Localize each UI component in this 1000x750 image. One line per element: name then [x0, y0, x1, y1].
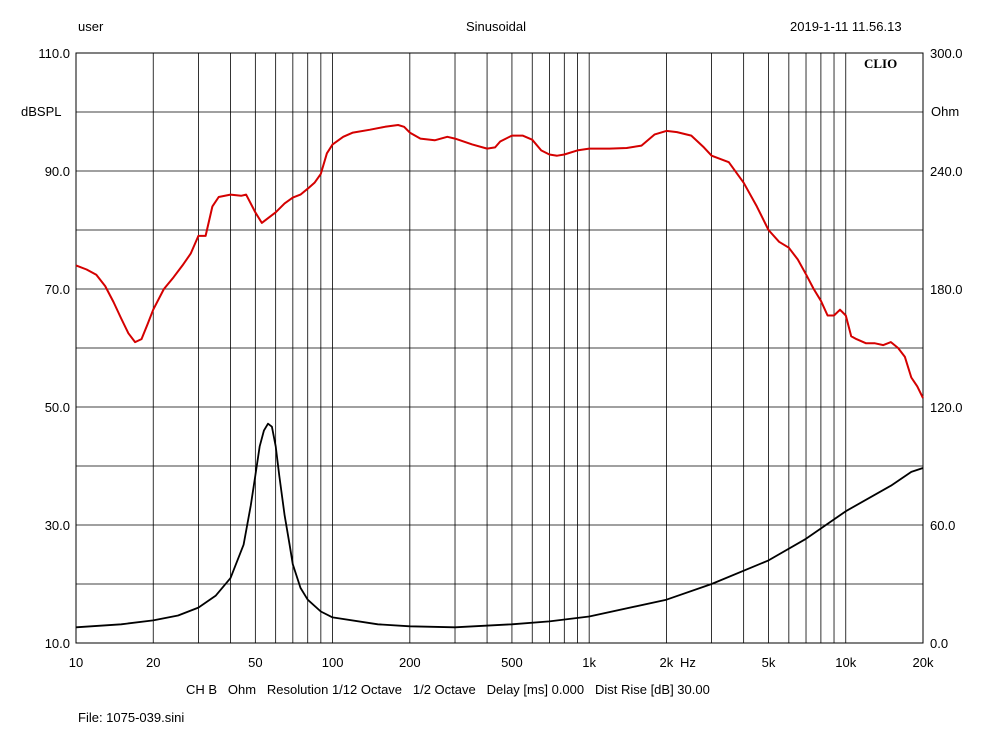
footer-file: File: 1075-039.sini [78, 710, 185, 725]
x-tick-label: 5k [762, 655, 776, 670]
y-right-tick-label: 300.0 [930, 46, 963, 61]
x-tick-label: 20k [913, 655, 934, 670]
y-left-tick-label: 90.0 [45, 164, 70, 179]
header-title: Sinusoidal [466, 19, 526, 34]
footer-settings: CH B Ohm Resolution 1/12 Octave 1/2 Octa… [186, 682, 710, 697]
x-axis-label: Hz [680, 655, 696, 670]
impedance-curve [75, 422, 924, 629]
clio-watermark: CLIO [864, 56, 898, 71]
spl-curve [75, 124, 924, 399]
y-left-tick-label: 70.0 [45, 282, 70, 297]
x-tick-label: 1k [582, 655, 596, 670]
y-left-tick-label: 30.0 [45, 518, 70, 533]
y-left-tick-label: 110.0 [38, 46, 70, 61]
y-right-tick-label: 0.0 [930, 636, 948, 651]
y-right-tick-label: 120.0 [930, 400, 963, 415]
grid-lines [75, 52, 924, 644]
x-tick-label: 200 [399, 655, 421, 670]
y-left-tick-label: 10.0 [45, 636, 70, 651]
y-left-tick-label: 50.0 [45, 400, 70, 415]
x-tick-label: 50 [248, 655, 262, 670]
header-user: user [78, 19, 104, 34]
plot-frame [75, 52, 924, 644]
data-series [75, 124, 924, 629]
y-right-tick-labels: 300.0 240.0 180.0 120.0 60.0 0.0 [930, 46, 963, 651]
x-tick-label: 10 [69, 655, 83, 670]
x-tick-label: 20 [146, 655, 160, 670]
y-right-tick-label: 60.0 [930, 518, 955, 533]
x-tick-label: 100 [322, 655, 344, 670]
y-left-axis-label: dBSPL [21, 104, 62, 119]
x-tick-label: 2k [660, 655, 674, 670]
x-tick-label: 10k [835, 655, 856, 670]
header-timestamp: 2019-1-11 11.56.13 [790, 19, 902, 34]
y-right-tick-label: 240.0 [930, 164, 963, 179]
y-right-tick-label: 180.0 [930, 282, 963, 297]
x-tick-label: 500 [501, 655, 523, 670]
x-tick-labels: 10 20 50 100 200 500 1k 2k 5k 10k 20k [69, 655, 934, 670]
y-right-axis-label: Ohm [931, 104, 960, 119]
y-left-tick-labels: 110.0 90.0 70.0 50.0 30.0 10.0 [38, 46, 70, 651]
